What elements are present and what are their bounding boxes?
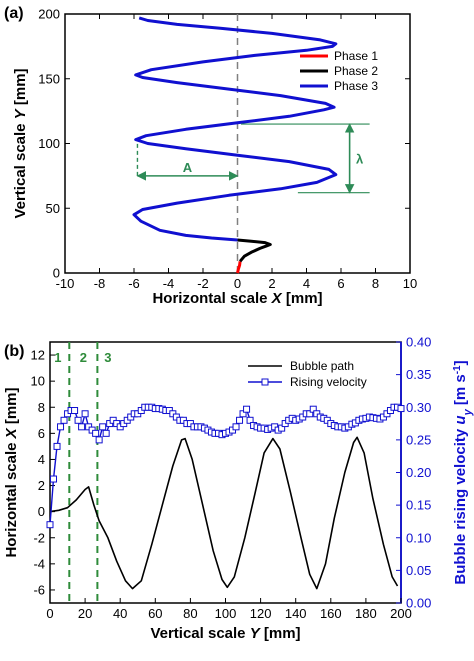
x-tick-label: 100 [215, 606, 237, 621]
x-axis-title: Vertical scale Y [mm] [150, 625, 300, 642]
y-right-tick-label: 0.40 [406, 335, 431, 350]
y-tick-label: 0 [53, 266, 60, 281]
velocity-marker [50, 475, 58, 483]
wavelength-label: λ [356, 151, 364, 166]
velocity-marker [78, 423, 86, 431]
x-tick-label: 140 [285, 606, 307, 621]
series-line-bubble-path [49, 436, 399, 590]
velocity-marker [309, 405, 317, 413]
x-tick-label: 80 [183, 606, 197, 621]
y-left-tick-label: -6 [33, 582, 45, 597]
velocity-marker [232, 423, 240, 431]
velocity-marker [102, 429, 110, 437]
y-right-tick-label: 0.25 [406, 432, 431, 447]
velocity-marker [243, 405, 251, 413]
x-tick-label: -6 [128, 276, 140, 291]
y-left-tick-label: 6 [38, 426, 45, 441]
y-tick-label: 200 [38, 7, 60, 22]
y-axis-title: Vertical scale Y [mm] [12, 68, 29, 218]
legend-entry: Phase 1 [334, 49, 378, 63]
y-right-tick-label: 0.05 [406, 563, 431, 578]
y-right-tick-label: 0.10 [406, 530, 431, 545]
y-left-tick-label: 2 [38, 478, 45, 493]
y-right-tick-label: 0.20 [406, 465, 431, 480]
y-left-axis-title: Horizontal scale X [mm] [3, 387, 20, 557]
y-left-tick-label: -2 [33, 530, 45, 545]
y-right-tick-label: 0.00 [406, 596, 431, 611]
x-tick-label: -2 [197, 276, 209, 291]
legend-entry: Phase 3 [334, 79, 378, 93]
velocity-marker [92, 429, 100, 437]
series-line-phase-1 [236, 261, 242, 274]
velocity-marker [246, 416, 254, 424]
legend-entry: Phase 2 [334, 64, 378, 78]
panel-a-label: (a) [4, 5, 24, 22]
x-tick-label: 10 [403, 276, 417, 291]
y-left-tick-label: -4 [33, 556, 45, 571]
x-tick-label: 0 [46, 606, 53, 621]
y-right-tick-label: 0.35 [406, 367, 431, 382]
phase-label: 1 [54, 350, 61, 365]
velocity-marker [306, 410, 314, 418]
x-tick-label: 180 [355, 606, 377, 621]
x-tick-label: -10 [56, 276, 75, 291]
velocity-marker [81, 410, 89, 418]
y-left-tick-label: 8 [38, 400, 45, 415]
panel-b-chart: 0 20 40 60 80 100 120 140 160 180 200-6-4-20246810… [3, 335, 474, 643]
panel-b-label: (b) [4, 343, 24, 360]
legend-entry: Rising velocity [290, 375, 367, 389]
velocity-marker [239, 410, 247, 418]
y-tick-label: 100 [38, 136, 60, 151]
velocity-marker [46, 521, 54, 529]
series-line-phase-2 [237, 238, 272, 263]
velocity-marker [53, 442, 61, 450]
y-left-tick-label: 0 [38, 504, 45, 519]
velocity-marker [57, 423, 65, 431]
phase-label: 3 [104, 350, 111, 365]
x-tick-label: 160 [320, 606, 342, 621]
velocity-marker [95, 436, 103, 444]
amplitude-label: A [183, 160, 193, 175]
x-tick-label: 120 [250, 606, 272, 621]
x-tick-label: 20 [78, 606, 92, 621]
x-tick-label: 200 [390, 606, 412, 621]
y-left-tick-label: 10 [31, 374, 45, 389]
velocity-marker [60, 416, 68, 424]
velocity-marker [99, 423, 107, 431]
y-tick-label: 50 [46, 201, 60, 216]
y-left-tick-label: 4 [38, 452, 45, 467]
y-right-tick-label: 0.15 [406, 498, 431, 513]
y-tick-label: 150 [38, 71, 60, 86]
x-tick-label: -4 [163, 276, 175, 291]
legend-marker [261, 378, 269, 386]
velocity-marker [74, 416, 82, 424]
x-tick-label: -8 [94, 276, 106, 291]
x-tick-label: 60 [148, 606, 162, 621]
x-tick-label: 6 [337, 276, 344, 291]
x-tick-label: 0 [234, 276, 241, 291]
x-tick-label: 8 [372, 276, 379, 291]
y-left-tick-label: 12 [31, 348, 45, 363]
velocity-marker [71, 407, 79, 415]
x-tick-label: 40 [113, 606, 127, 621]
series-line-phase-3 [132, 16, 338, 242]
legend-entry: Bubble path [290, 359, 354, 373]
velocity-marker [278, 424, 286, 432]
x-axis-title: Horizontal scale X [mm] [152, 290, 322, 307]
phase-label: 2 [80, 350, 87, 365]
y-right-tick-label: 0.30 [406, 400, 431, 415]
x-tick-label: 2 [268, 276, 275, 291]
y-right-axis-title: Bubble rising velocity uy [m s-1] [452, 360, 474, 584]
velocity-marker [236, 416, 244, 424]
velocity-marker [397, 405, 405, 413]
x-tick-label: 4 [303, 276, 310, 291]
